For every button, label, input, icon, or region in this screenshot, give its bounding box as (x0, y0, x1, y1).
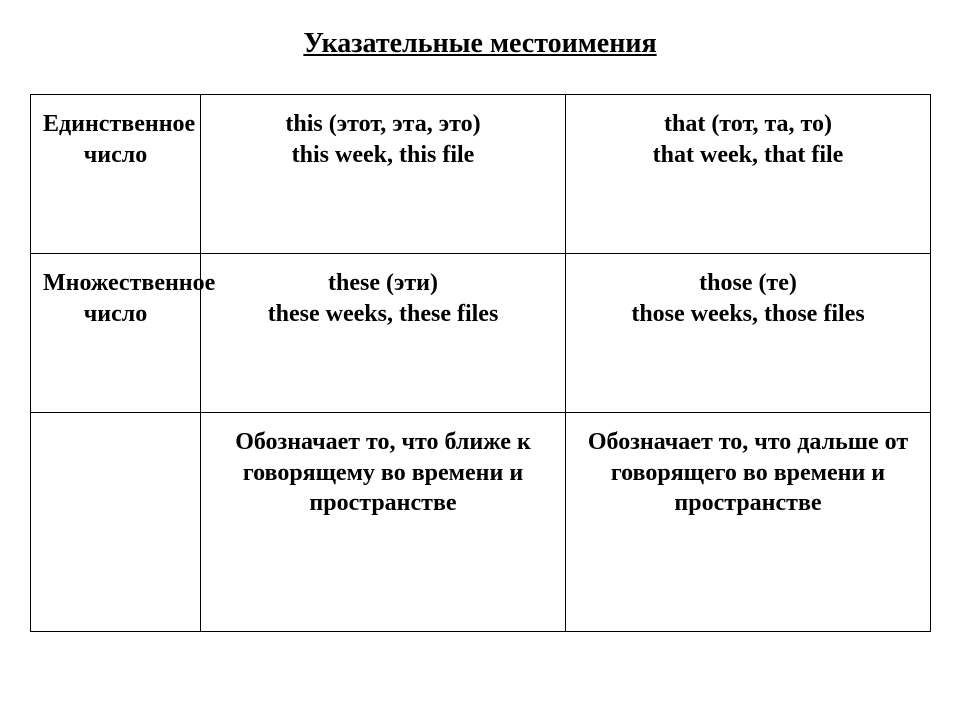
cell-text: this (этот, эта, это) (213, 109, 553, 140)
cell-that: that (тот, та, то) that week, that file (566, 95, 931, 254)
cell-text: those weeks, those files (578, 299, 918, 330)
row-label-plural: Множественное число (31, 254, 201, 413)
cell-text: that week, that file (578, 140, 918, 171)
cell-these: these (эти) these weeks, these files (201, 254, 566, 413)
cell-text: those (те) (578, 268, 918, 299)
page: Указательные местоимения Единственное чи… (0, 0, 960, 720)
cell-text: that (тот, та, то) (578, 109, 918, 140)
cell-distal-note: Обозначает то, что дальше от говорящего … (566, 413, 931, 632)
page-title: Указательные местоимения (30, 28, 930, 60)
table-row: Множественное число these (эти) these we… (31, 254, 931, 413)
table-row: Единственное число this (этот, эта, это)… (31, 95, 931, 254)
pronouns-table: Единственное число this (этот, эта, это)… (30, 94, 931, 632)
row-label-singular: Единственное число (31, 95, 201, 254)
table-row: Обозначает то, что ближе к говорящему во… (31, 413, 931, 632)
cell-text: these weeks, these files (213, 299, 553, 330)
cell-text: this week, this file (213, 140, 553, 171)
cell-text: these (эти) (213, 268, 553, 299)
cell-proximal-note: Обозначает то, что ближе к говорящему во… (201, 413, 566, 632)
cell-this: this (этот, эта, это) this week, this fi… (201, 95, 566, 254)
row-label-empty (31, 413, 201, 632)
cell-those: those (те) those weeks, those files (566, 254, 931, 413)
